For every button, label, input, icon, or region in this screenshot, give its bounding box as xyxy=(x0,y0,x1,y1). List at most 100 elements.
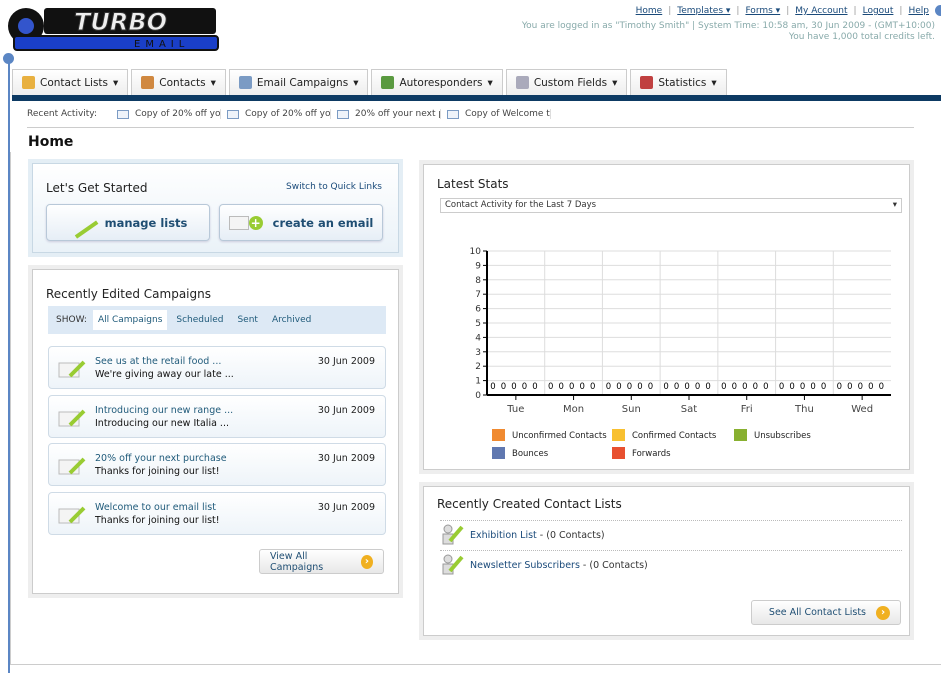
manage-lists-icon xyxy=(65,206,98,239)
filter-all-campaigns[interactable]: All Campaigns xyxy=(92,310,168,330)
recent-contact-lists-panel: Recently Created Contact Lists Exhibitio… xyxy=(419,482,914,640)
legend-swatch xyxy=(612,447,625,459)
data-label: 0 xyxy=(532,382,537,392)
tab-contact-lists[interactable]: Contact Lists ▾ xyxy=(12,69,129,95)
campaign-title: Introducing our new range ... xyxy=(95,404,234,416)
top-link-5[interactable]: Help xyxy=(908,6,929,16)
envelope-icon xyxy=(238,76,252,89)
y-tick-label: 10 xyxy=(470,247,482,257)
login-status: You are logged in as "Timothy Smith" | S… xyxy=(521,21,935,31)
tab-custom-fields[interactable]: Custom Fields ▾ xyxy=(505,69,628,95)
data-label: 0 xyxy=(705,382,710,392)
turbo-email-logo: TURBO EMAIL xyxy=(4,4,220,52)
svg-text:EMAIL: EMAIL xyxy=(134,39,189,50)
filter-scheduled[interactable]: Scheduled xyxy=(176,315,224,325)
y-tick-label: 1 xyxy=(475,377,481,387)
data-label: 0 xyxy=(879,382,884,392)
see-all-contact-lists-button[interactable]: See All Contact Lists › xyxy=(751,600,901,625)
data-label: 0 xyxy=(821,382,826,392)
contact-list-entry: Exhibition List - (0 Contacts) xyxy=(470,530,605,541)
top-link-2[interactable]: Forms ▾ xyxy=(745,6,781,16)
campaigns-title: Recently Edited Campaigns xyxy=(46,287,211,301)
data-label: 0 xyxy=(559,382,564,392)
data-label: 0 xyxy=(627,382,632,392)
divider xyxy=(27,127,914,128)
contact-list-count: - (0 Contacts) xyxy=(579,560,648,571)
chevron-down-icon: ▾ xyxy=(612,76,618,89)
envelope-icon xyxy=(337,109,350,119)
recent-activity-item[interactable]: Copy of 20% off yo xyxy=(111,109,222,119)
statistics-icon xyxy=(640,76,654,89)
recent-activity-label: Recent Activity: xyxy=(27,109,98,119)
legend-swatch xyxy=(492,429,505,441)
filter-archived[interactable]: Archived xyxy=(271,315,312,325)
legend-swatch xyxy=(492,447,505,459)
data-label: 0 xyxy=(684,382,689,392)
edit-email-icon xyxy=(58,457,86,475)
data-label: 0 xyxy=(490,382,495,392)
x-tick-label: Sun xyxy=(622,404,641,415)
campaign-item[interactable]: 20% off your next purchase Thanks for joi… xyxy=(48,443,386,486)
legend-swatch xyxy=(612,429,625,441)
dropdown-arrow-icon: ▾ xyxy=(892,200,897,210)
see-all-contact-lists-label: See All Contact Lists xyxy=(768,607,866,618)
decor-dot xyxy=(935,5,941,16)
campaign-title: Welcome to our email list xyxy=(95,501,216,513)
top-link-4[interactable]: Logout xyxy=(862,6,894,16)
content-frame xyxy=(10,152,941,665)
recent-activity-item[interactable]: Copy of 20% off yo xyxy=(221,109,332,119)
x-tick-label: Thu xyxy=(794,404,814,415)
get-started-title: Let's Get Started xyxy=(46,181,148,195)
tab-email-campaigns[interactable]: Email Campaigns ▾ xyxy=(228,69,369,95)
contact-list-item: Newsletter Subscribers - (0 Contacts) xyxy=(440,550,902,580)
legend-label: Confirmed Contacts xyxy=(632,431,717,441)
tab-statistics[interactable]: Statistics ▾ xyxy=(630,69,727,95)
tab-autoresponders[interactable]: Autoresponders ▾ xyxy=(371,69,503,95)
legend-label: Forwards xyxy=(632,449,671,459)
x-tick-label: Tue xyxy=(506,404,524,415)
tab-label: Statistics xyxy=(658,76,707,89)
create-email-button[interactable]: + create an email xyxy=(219,204,383,241)
show-label: SHOW: xyxy=(56,315,87,325)
top-link-3[interactable]: My Account xyxy=(795,6,848,16)
top-link-1[interactable]: Templates ▾ xyxy=(677,6,731,16)
recent-item-label: Copy of Welcome to xyxy=(465,109,552,119)
arrow-right-icon: › xyxy=(360,554,373,569)
campaign-item[interactable]: Introducing our new range ... Introducing… xyxy=(48,394,386,438)
data-label: 0 xyxy=(648,382,653,392)
contact-list-link[interactable]: Exhibition List xyxy=(470,530,537,541)
chevron-down-icon: ▾ xyxy=(210,76,216,89)
campaign-item[interactable]: See us at the retail food ... We're givin… xyxy=(48,346,386,389)
contact-list-icon xyxy=(440,523,464,548)
contact-list-link[interactable]: Newsletter Subscribers xyxy=(470,560,580,571)
campaign-date: 30 Jun 2009 xyxy=(317,501,375,513)
campaign-subject: Introducing our new Italia ... xyxy=(95,417,229,429)
campaign-subject: We're giving away our late ... xyxy=(95,369,234,380)
manage-lists-label: manage lists xyxy=(104,215,188,230)
switch-quick-links-link[interactable]: Switch to Quick Links xyxy=(286,182,382,192)
data-label: 0 xyxy=(800,382,805,392)
recent-activity-item[interactable]: 20% off your next p xyxy=(331,109,442,119)
recent-item-label: Copy of 20% off yo xyxy=(245,109,331,119)
stats-period-value: Contact Activity for the Last 7 Days xyxy=(445,200,597,210)
create-email-icon: + xyxy=(228,215,263,230)
data-label: 0 xyxy=(742,382,747,392)
data-label: 0 xyxy=(616,382,621,392)
view-all-campaigns-button[interactable]: View All Campaigns › xyxy=(259,549,384,574)
top-link-0[interactable]: Home xyxy=(635,6,663,16)
legend-label: Unsubscribes xyxy=(754,431,811,441)
tab-label: Email Campaigns xyxy=(256,76,349,89)
data-label: 0 xyxy=(763,382,768,392)
view-all-campaigns-label: View All Campaigns xyxy=(270,550,324,573)
stats-period-select[interactable]: Contact Activity for the Last 7 Days ▾ xyxy=(440,198,902,213)
tab-contacts[interactable]: Contacts ▾ xyxy=(131,69,226,95)
y-tick-label: 2 xyxy=(475,362,481,372)
x-tick-label: Sat xyxy=(681,404,697,415)
edit-email-icon xyxy=(58,360,86,378)
filter-sent[interactable]: Sent xyxy=(237,315,258,325)
contact-list-count: - (0 Contacts) xyxy=(536,530,605,541)
campaign-item[interactable]: Welcome to our email list Thanks for join… xyxy=(48,491,386,535)
manage-lists-button[interactable]: manage lists xyxy=(46,204,210,241)
recent-activity-item[interactable]: Copy of Welcome to xyxy=(441,109,552,119)
